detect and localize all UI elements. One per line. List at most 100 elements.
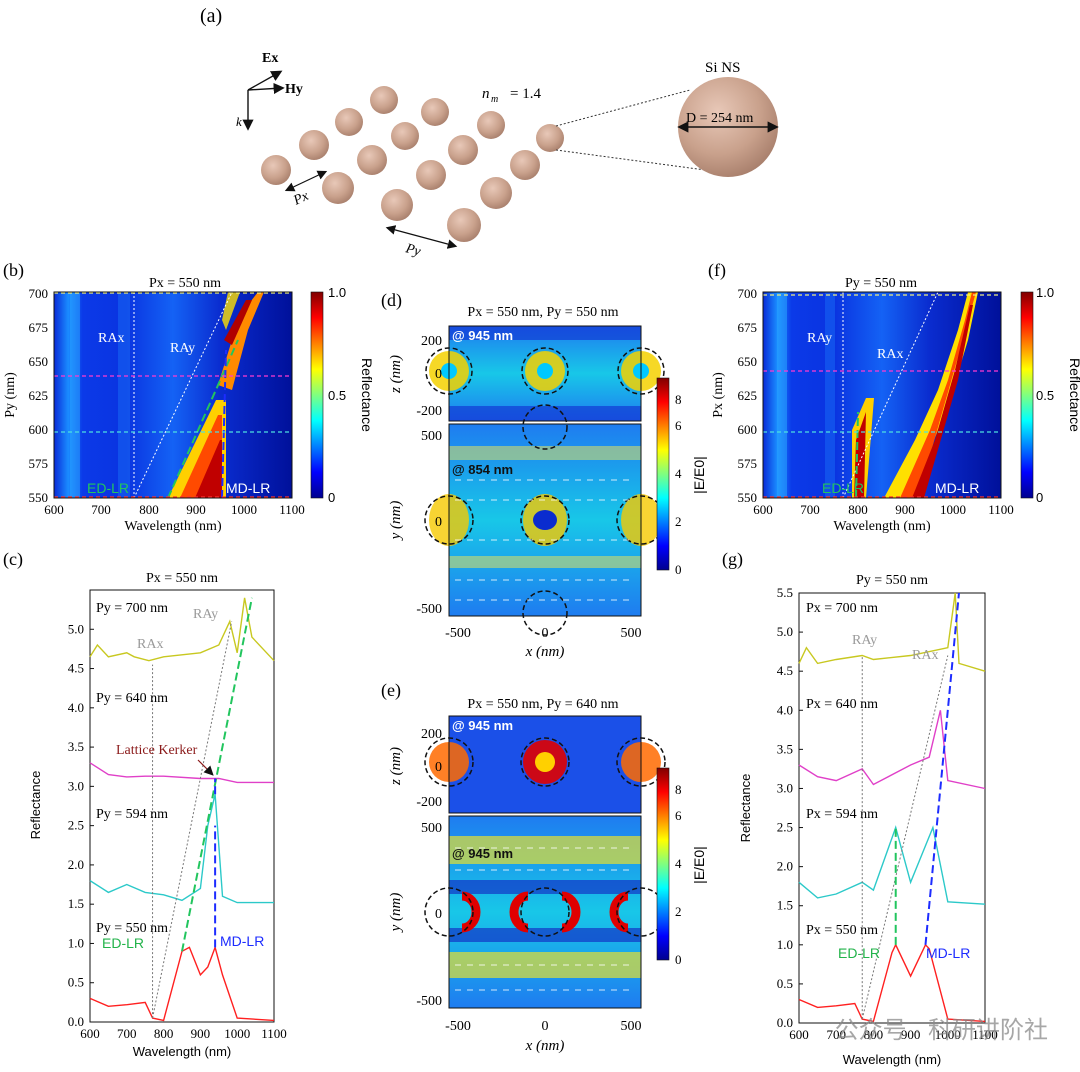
svg-text:600: 600 [44, 502, 64, 517]
g-ytick: 0.5 [777, 976, 793, 991]
c-guide-2 [181, 597, 253, 952]
c-ytick: 0.5 [68, 975, 84, 990]
panel-f: (f) Py = 550 nm RAy RAx ED-LR MD-LR 550 … [708, 260, 1080, 534]
g-series-0 [798, 943, 986, 1023]
b-cbar-min: 0 [328, 490, 335, 505]
svg-text:650: 650 [738, 354, 758, 369]
svg-text:-500: -500 [416, 602, 442, 617]
b-ed-label: ED-LR [87, 480, 129, 496]
px-arrow [284, 170, 328, 192]
svg-text:700: 700 [738, 286, 758, 301]
svg-text:-500: -500 [445, 626, 471, 641]
e-xy-frame [448, 815, 642, 1009]
svg-text:0: 0 [675, 562, 682, 577]
svg-text:0: 0 [435, 760, 442, 775]
e-colorbar [656, 767, 670, 961]
c-xtick: 600 [80, 1026, 100, 1041]
c-ed-label: ED-LR [102, 935, 144, 951]
f-ed-line [855, 411, 859, 499]
sphere-array [261, 86, 564, 242]
d-xlabel: x (nm) [525, 644, 565, 660]
f-ylabel: Px (nm) [711, 372, 726, 418]
diameter-label: D = 254 nm [686, 111, 754, 126]
f-title: Py = 550 nm [845, 276, 917, 291]
g-ytick: 1.5 [777, 898, 793, 913]
g-rax: RAx [912, 648, 938, 663]
svg-text:500: 500 [421, 821, 442, 836]
hy-label: Hy [285, 82, 303, 97]
g-ytick: 2.0 [777, 859, 793, 874]
g-ytick: 4.0 [777, 702, 793, 717]
e-zticks: 200 0 -200 [416, 727, 442, 810]
svg-text:1000: 1000 [231, 502, 257, 517]
g-title: Py = 550 nm [856, 573, 928, 588]
f-cbar-min: 0 [1036, 490, 1043, 505]
svg-text:2: 2 [675, 514, 682, 529]
g-ytick: 4.5 [777, 663, 793, 678]
svg-text:550: 550 [738, 490, 758, 505]
si-title: Si NS [705, 60, 740, 76]
svg-text:600: 600 [738, 422, 758, 437]
c-yticks: 0.0 0.5 1.0 1.5 2.0 2.5 3.0 3.5 4.0 4.5 5.0 [68, 621, 94, 1029]
g-xtick: 800 [864, 1027, 884, 1042]
c-ray: RAy [193, 607, 218, 622]
f-ray: RAy [807, 331, 832, 346]
c-kerker-arrow [197, 759, 214, 776]
c-ylabel: Reflectance [28, 771, 43, 840]
d-ylabel: y (nm) [388, 501, 404, 542]
b-md-line [221, 349, 227, 499]
panel-label-c: (c) [3, 549, 23, 570]
b-cbar-label: Reflectance [359, 358, 375, 432]
svg-text:0: 0 [542, 626, 549, 641]
py-arrow [385, 225, 458, 249]
zoom-line-bottom [555, 149, 706, 171]
b-cbar-mid: 0.5 [328, 388, 346, 403]
d-xy-frame [448, 423, 642, 617]
c-xtick: 1100 [261, 1026, 287, 1041]
c-xticks: 600 700 800 900 1000 1100 [80, 1026, 287, 1041]
g-series-1 [798, 825, 986, 905]
f-colorbar [1020, 291, 1034, 499]
svg-text:800: 800 [139, 502, 159, 517]
d-xz-features [425, 326, 665, 421]
g-ytick: 3.0 [777, 781, 793, 796]
svg-text:700: 700 [29, 286, 49, 301]
svg-text:8: 8 [675, 782, 682, 797]
svg-text:6: 6 [675, 418, 682, 433]
g-ylabel: Reflectance [738, 774, 753, 843]
f-xlabel: Wavelength (nm) [833, 519, 931, 534]
c-ytick: 1.5 [68, 896, 84, 911]
panel-label-f: (f) [708, 260, 726, 281]
c-label-594: Py = 594 nm [96, 807, 168, 822]
c-md-label: MD-LR [220, 933, 264, 949]
watermark: 公众号 · 科研讲阶社 [835, 1017, 1048, 1044]
f-cbar-max: 1.0 [1036, 285, 1054, 300]
f-ed-label: ED-LR [822, 480, 864, 496]
g-guide-3 [924, 592, 960, 945]
panel-a: (a) Ex Hy k Px Py n [200, 5, 779, 260]
b-heatmap [54, 292, 292, 498]
svg-text:-200: -200 [416, 795, 442, 810]
c-xtick: 700 [117, 1026, 137, 1041]
zoom-line-top [555, 89, 691, 127]
d-colorbar [656, 377, 670, 571]
c-series-3 [89, 597, 275, 662]
svg-text:900: 900 [895, 502, 915, 517]
f-cbar-label: Reflectance [1067, 358, 1080, 432]
c-xtick: 1000 [224, 1026, 250, 1041]
g-label-700: Px = 700 nm [806, 601, 878, 616]
svg-text:200: 200 [421, 727, 442, 742]
g-ytick: 2.5 [777, 820, 793, 835]
svg-text:600: 600 [753, 502, 773, 517]
svg-text:650: 650 [29, 354, 49, 369]
d-zticks: 200 0 -200 [416, 334, 442, 419]
c-ytick: 5.0 [68, 621, 84, 636]
svg-text:200: 200 [421, 334, 442, 349]
g-label-594: Px = 594 nm [806, 807, 878, 822]
panel-b: (b) Px = 550 nm RAx RAy ED-LR MD-LR 550 … [3, 260, 375, 534]
panel-label-a: (a) [200, 5, 222, 27]
c-guide-1 [152, 621, 233, 1019]
nm-label: n [482, 86, 490, 102]
g-xtick: 600 [789, 1027, 809, 1042]
svg-text:600: 600 [29, 422, 49, 437]
